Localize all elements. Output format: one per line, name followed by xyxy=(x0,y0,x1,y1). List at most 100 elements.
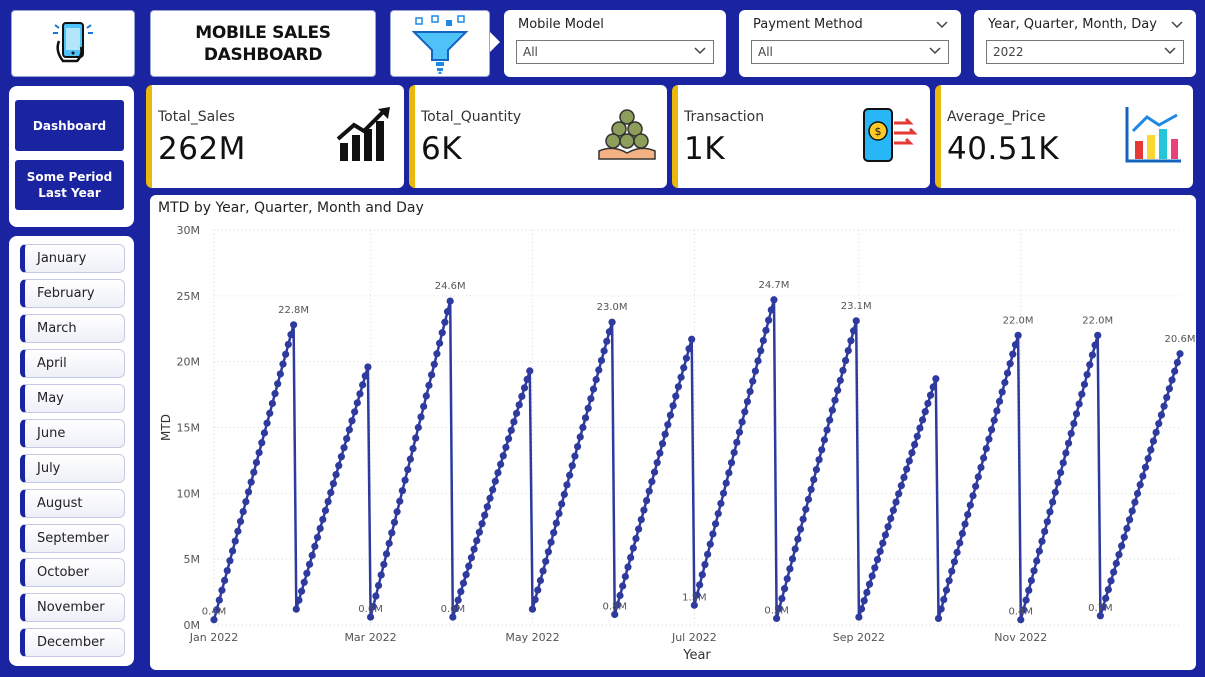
data-point xyxy=(398,487,407,495)
data-point xyxy=(995,397,1004,405)
month-button[interactable]: August xyxy=(20,489,125,518)
data-point xyxy=(589,385,598,393)
svg-text:$: $ xyxy=(875,125,882,138)
data-point xyxy=(746,387,754,396)
kpi-value: 6K xyxy=(421,131,463,167)
data-point xyxy=(319,515,327,524)
data-point xyxy=(1128,507,1136,515)
data-point xyxy=(656,449,664,457)
kpi-value: 1K xyxy=(684,131,726,167)
data-point xyxy=(451,605,460,613)
data-point xyxy=(388,529,396,537)
data-point xyxy=(1107,577,1115,585)
y-tick-label: 25M xyxy=(177,290,201,303)
data-point xyxy=(311,542,319,550)
month-button[interactable]: March xyxy=(20,314,125,343)
filter-pane-toggle[interactable] xyxy=(390,10,490,77)
month-button[interactable]: July xyxy=(20,454,125,483)
data-label: 0.6M xyxy=(358,604,383,615)
data-point xyxy=(430,360,438,368)
data-point xyxy=(773,614,781,623)
data-point xyxy=(650,468,659,476)
date-dropdown[interactable]: 2022 xyxy=(986,40,1184,64)
data-point xyxy=(719,489,728,497)
data-point xyxy=(221,576,229,585)
data-point xyxy=(1086,361,1094,369)
month-button[interactable]: February xyxy=(20,279,125,308)
data-point xyxy=(523,375,531,383)
data-point xyxy=(343,435,351,443)
kpi-label: Average_Price xyxy=(947,109,1046,125)
data-point xyxy=(247,478,255,486)
data-point xyxy=(1014,331,1022,339)
data-point xyxy=(1099,603,1107,611)
mobile-model-dropdown[interactable]: All xyxy=(516,40,714,64)
data-point xyxy=(1131,498,1139,506)
data-point xyxy=(1009,350,1017,358)
data-point xyxy=(674,383,683,391)
data-point xyxy=(964,511,972,519)
month-button[interactable]: December xyxy=(20,628,125,657)
data-point xyxy=(268,399,276,408)
data-point xyxy=(1041,527,1049,536)
data-point xyxy=(305,560,314,568)
data-point xyxy=(385,539,393,547)
slicer-payment-method[interactable]: Payment Method All xyxy=(739,10,961,77)
data-point xyxy=(1133,489,1142,498)
slicer-date-hierarchy[interactable]: Year, Quarter, Month, Day 2022 xyxy=(974,10,1196,77)
data-point xyxy=(1160,402,1168,410)
chevron-down-icon[interactable] xyxy=(935,18,949,32)
y-tick-label: 5M xyxy=(184,553,201,566)
data-point xyxy=(950,558,959,566)
data-point xyxy=(443,308,452,316)
data-point xyxy=(810,475,818,484)
data-label: 0.7M xyxy=(1088,603,1113,614)
month-button[interactable]: June xyxy=(20,419,125,448)
dashboard-nav-button[interactable]: Dashboard xyxy=(15,100,124,151)
data-point xyxy=(765,316,773,324)
data-point xyxy=(1088,351,1097,359)
data-point xyxy=(1091,341,1099,349)
slicer-mobile-model[interactable]: Mobile Model All xyxy=(504,10,726,77)
month-button[interactable]: September xyxy=(20,524,125,553)
data-point xyxy=(528,605,537,613)
data-point xyxy=(555,509,563,518)
data-point xyxy=(579,423,587,432)
same-period-last-year-button[interactable]: Some Period Last Year xyxy=(15,160,124,210)
data-point xyxy=(778,594,786,603)
data-point xyxy=(573,442,582,451)
data-point xyxy=(475,528,483,536)
data-point xyxy=(1033,557,1041,565)
data-point xyxy=(228,547,237,555)
data-point xyxy=(762,326,770,334)
data-point xyxy=(953,548,961,556)
data-point xyxy=(597,356,606,365)
data-point xyxy=(1051,488,1059,496)
data-point xyxy=(1083,370,1091,379)
kpi-average-price: Average_Price 40.51K xyxy=(935,85,1193,188)
payment-method-dropdown[interactable]: All xyxy=(751,40,949,64)
data-point xyxy=(884,523,892,531)
month-button[interactable]: November xyxy=(20,593,125,622)
data-point xyxy=(770,296,778,304)
data-point xyxy=(794,535,802,543)
data-point xyxy=(698,571,706,579)
data-point xyxy=(380,560,388,569)
filter-pointer xyxy=(490,32,500,52)
data-point xyxy=(504,435,513,443)
data-point xyxy=(839,366,847,375)
data-point xyxy=(608,318,616,326)
data-point xyxy=(934,614,943,623)
data-label: 0.5M xyxy=(764,605,789,616)
month-button[interactable]: May xyxy=(20,384,125,413)
data-point xyxy=(550,529,558,537)
dropdown-value: 2022 xyxy=(993,45,1024,59)
chevron-down-icon[interactable] xyxy=(1170,18,1184,32)
month-button[interactable]: January xyxy=(20,244,125,273)
x-tick-label: Nov 2022 xyxy=(994,631,1047,644)
data-point xyxy=(295,596,303,604)
data-point xyxy=(924,399,932,408)
data-point xyxy=(271,390,279,398)
month-button[interactable]: October xyxy=(20,558,125,587)
month-button[interactable]: April xyxy=(20,349,125,378)
